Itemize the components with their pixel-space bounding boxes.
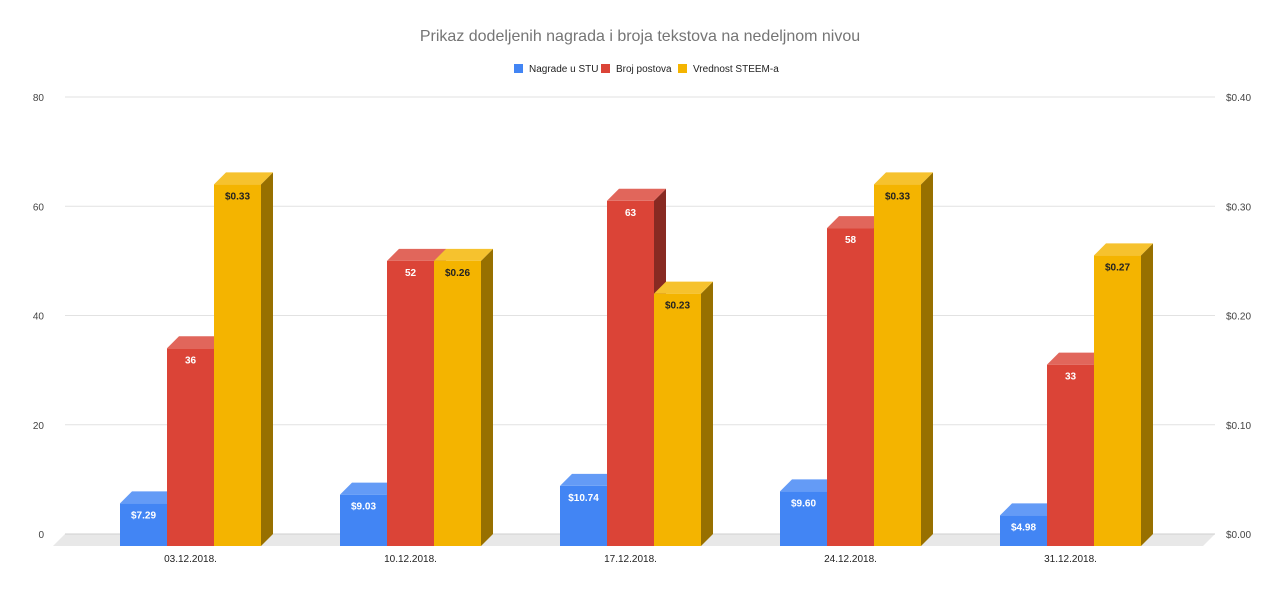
data-label: $9.60 xyxy=(791,498,816,509)
chart-title: Prikaz dodeljenih nagrada i broja teksto… xyxy=(420,28,860,45)
data-label: 63 xyxy=(625,208,637,219)
left-tick-label: 60 xyxy=(33,202,45,213)
legend-label: Broj postova xyxy=(616,64,672,75)
category-label: 24.12.2018. xyxy=(824,554,877,565)
right-tick-label: $0.00 xyxy=(1226,530,1251,541)
data-label: $0.23 xyxy=(665,301,690,312)
legend-swatch xyxy=(678,64,687,73)
category-axis: 03.12.2018. 10.12.2018. 17.12.2018. 24.12.2… xyxy=(164,554,1097,565)
bar: $0.26 xyxy=(434,248,493,546)
data-label: $0.33 xyxy=(885,191,910,202)
legend-label: Nagrade u STU xyxy=(529,64,598,75)
data-label: $9.03 xyxy=(351,502,376,513)
data-label: $0.33 xyxy=(225,191,250,202)
left-tick-label: 80 xyxy=(33,93,45,104)
bar: $0.23 xyxy=(654,281,713,546)
bar: $0.33 xyxy=(214,172,273,546)
data-label: 36 xyxy=(185,355,197,366)
right-tick-label: $0.30 xyxy=(1226,202,1251,213)
data-label: 58 xyxy=(845,235,857,246)
legend-swatch xyxy=(601,64,610,73)
left-tick-label: 20 xyxy=(33,421,45,432)
data-label: 33 xyxy=(1065,372,1077,383)
legend: Nagrade u STU Broj postova Vrednost STEEM-… xyxy=(514,64,779,75)
legend-label: Vrednost STEEM-a xyxy=(693,64,779,75)
data-label: $0.27 xyxy=(1105,262,1130,273)
data-label: $7.29 xyxy=(131,510,156,521)
left-tick-label: 0 xyxy=(38,530,44,541)
legend-swatch xyxy=(514,64,523,73)
data-label: 52 xyxy=(405,268,417,279)
category-label: 31.12.2018. xyxy=(1044,554,1097,565)
right-tick-label: $0.40 xyxy=(1226,93,1251,104)
right-axis: $0.00 $0.10 $0.20 $0.30 $0.40 xyxy=(1226,93,1251,541)
right-tick-label: $0.20 xyxy=(1226,312,1251,323)
bar: $0.33 xyxy=(874,172,933,546)
bars: $7.29 36 $0.33 $9.03 52 $0.26 $10.74 63 $0.23 $9.… xyxy=(120,172,1153,546)
category-label: 10.12.2018. xyxy=(384,554,437,565)
left-tick-label: 40 xyxy=(33,312,45,323)
category-label: 03.12.2018. xyxy=(164,554,217,565)
data-label: $0.26 xyxy=(445,268,470,279)
data-label: $10.74 xyxy=(568,493,599,504)
right-tick-label: $0.10 xyxy=(1226,421,1251,432)
category-label: 17.12.2018. xyxy=(604,554,657,565)
left-axis: 0 20 40 60 80 xyxy=(33,93,45,541)
bar: $0.27 xyxy=(1094,243,1153,546)
data-label: $4.98 xyxy=(1011,522,1036,533)
